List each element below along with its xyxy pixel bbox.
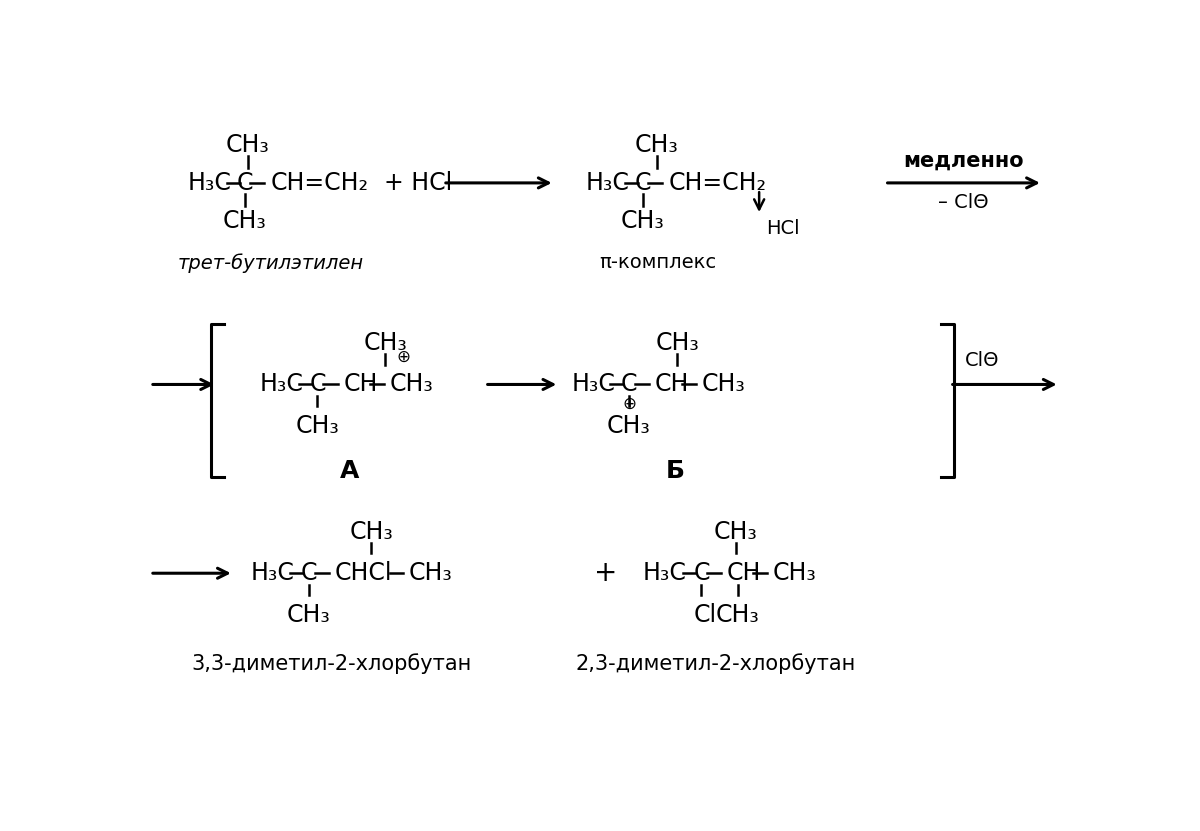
Text: А: А — [341, 459, 360, 483]
Text: CH₃: CH₃ — [364, 331, 407, 355]
Text: CH₃: CH₃ — [635, 132, 679, 156]
Text: CH₃: CH₃ — [226, 132, 270, 156]
Text: H₃C: H₃C — [251, 561, 294, 585]
Text: CH₃: CH₃ — [287, 602, 331, 627]
Text: ⊕: ⊕ — [622, 395, 636, 413]
Text: 2,3-диметил-2-хлорбутан: 2,3-диметил-2-хлорбутан — [575, 654, 856, 675]
Text: C: C — [301, 561, 317, 585]
Text: CH₃: CH₃ — [620, 209, 665, 234]
Text: C: C — [694, 561, 709, 585]
Text: C: C — [236, 171, 253, 195]
Text: CH₃: CH₃ — [223, 209, 266, 234]
Text: HCl: HCl — [766, 219, 799, 238]
Text: медленно: медленно — [904, 150, 1024, 170]
Text: CH₃: CH₃ — [408, 561, 452, 585]
Text: H₃C: H₃C — [571, 372, 616, 396]
Text: 3,3-диметил-2-хлорбутан: 3,3-диметил-2-хлорбутан — [191, 654, 472, 675]
Text: C: C — [620, 372, 637, 396]
Text: CH₃: CH₃ — [295, 414, 340, 438]
Text: H₃C: H₃C — [643, 561, 686, 585]
Text: + HCl: + HCl — [384, 171, 452, 195]
Text: CHCl: CHCl — [334, 561, 391, 585]
Text: H₃C: H₃C — [187, 171, 232, 195]
Text: Cl: Cl — [694, 602, 718, 627]
Text: H₃C: H₃C — [586, 171, 629, 195]
Text: CH: CH — [655, 372, 689, 396]
Text: CH₃: CH₃ — [702, 372, 745, 396]
Text: CH=CH₂: CH=CH₂ — [668, 171, 767, 195]
Text: Б: Б — [666, 459, 685, 483]
Text: CH₃: CH₃ — [716, 602, 760, 627]
Text: C: C — [310, 372, 325, 396]
Text: CH₃: CH₃ — [390, 372, 434, 396]
Text: CH₃: CH₃ — [607, 414, 650, 438]
Text: C: C — [635, 171, 652, 195]
Text: трет-бутилэтилен: трет-бутилэтилен — [178, 253, 364, 273]
Text: – ClΘ: – ClΘ — [938, 193, 989, 212]
Text: CH: CH — [727, 561, 761, 585]
Text: CH=CH₂: CH=CH₂ — [271, 171, 368, 195]
Text: CH₃: CH₃ — [714, 519, 758, 543]
Text: π-комплекс: π-комплекс — [599, 253, 716, 273]
Text: ClΘ: ClΘ — [965, 351, 1000, 370]
Text: CH₃: CH₃ — [772, 561, 816, 585]
Text: CH: CH — [343, 372, 378, 396]
Text: ⊕: ⊕ — [396, 348, 410, 366]
Text: H₃C: H₃C — [259, 372, 304, 396]
Text: +: + — [594, 559, 617, 588]
Text: CH₃: CH₃ — [655, 331, 700, 355]
Text: CH₃: CH₃ — [349, 519, 394, 543]
